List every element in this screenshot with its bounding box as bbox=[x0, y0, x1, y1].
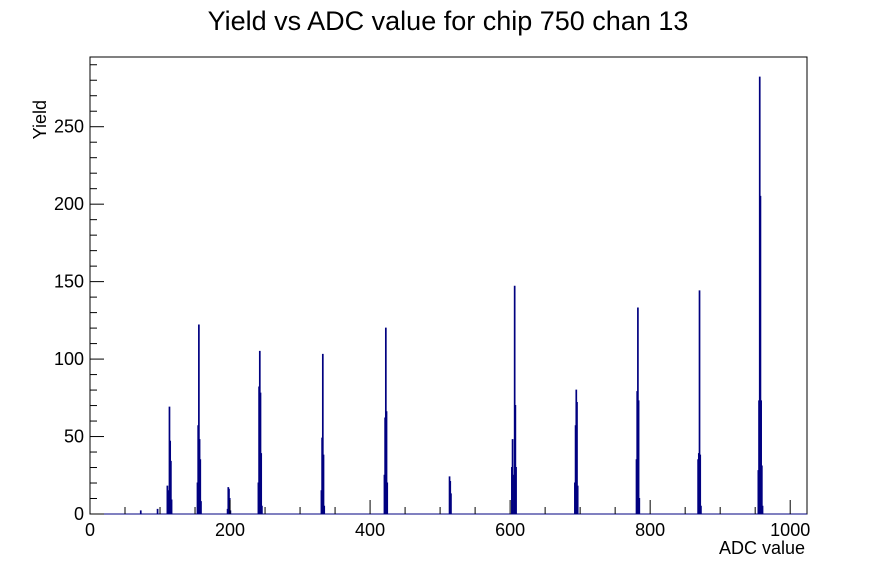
histogram-bin bbox=[760, 465, 763, 514]
x-tick-label: 400 bbox=[355, 520, 385, 540]
y-tick-label: 250 bbox=[54, 117, 84, 137]
y-tick-label: 50 bbox=[64, 427, 84, 447]
histogram-bin bbox=[637, 400, 640, 514]
histogram-bin bbox=[513, 285, 516, 514]
histogram-bin bbox=[700, 505, 702, 514]
histogram-bin bbox=[576, 401, 578, 514]
histogram-bin bbox=[170, 460, 172, 514]
histogram-bin bbox=[514, 405, 517, 514]
histogram-bin bbox=[199, 459, 202, 514]
x-tick-label: 0 bbox=[85, 520, 95, 540]
histogram-bin bbox=[576, 485, 579, 514]
histogram-bin bbox=[200, 501, 202, 514]
histogram-bin bbox=[385, 411, 388, 514]
histogram-bin bbox=[515, 467, 517, 514]
histogram-bin bbox=[699, 454, 702, 514]
y-tick-label: 150 bbox=[54, 272, 84, 292]
x-tick-label: 1000 bbox=[770, 520, 810, 540]
histogram-bin bbox=[386, 482, 389, 514]
histogram-bin bbox=[759, 195, 762, 514]
histogram-bin bbox=[139, 510, 142, 514]
histogram-bin bbox=[638, 498, 641, 514]
axis-ticks: 0 200 400 600 800 1000 0 50 100 150 200 250 bbox=[54, 64, 810, 540]
y-tick-label: 100 bbox=[54, 349, 84, 369]
histogram-bin bbox=[260, 453, 263, 514]
x-tick-label: 200 bbox=[215, 520, 245, 540]
y-axis-label: Yield bbox=[30, 100, 50, 139]
histogram-bin bbox=[198, 324, 200, 514]
histogram-bin bbox=[166, 485, 169, 514]
histogram-series bbox=[90, 76, 807, 515]
x-tick-label: 800 bbox=[635, 520, 665, 540]
histogram-bin bbox=[323, 505, 326, 514]
histogram-bin bbox=[321, 353, 324, 514]
chart-title: Yield vs ADC value for chip 750 chan 13 bbox=[208, 6, 689, 36]
histogram-bin bbox=[322, 454, 325, 514]
histogram-bin bbox=[761, 505, 764, 514]
x-axis-label: ADC value bbox=[719, 538, 805, 558]
x-tick-label: 600 bbox=[495, 520, 525, 540]
y-tick-label: 200 bbox=[54, 194, 84, 214]
histogram-bin bbox=[450, 493, 452, 514]
histogram-bin bbox=[261, 505, 263, 514]
histogram-bin bbox=[698, 290, 701, 514]
histogram-bin bbox=[760, 400, 762, 514]
histogram-bin bbox=[170, 499, 173, 514]
histogram-bin bbox=[156, 508, 159, 514]
y-tick-label: 0 bbox=[74, 504, 84, 524]
histogram-bin bbox=[511, 439, 514, 514]
